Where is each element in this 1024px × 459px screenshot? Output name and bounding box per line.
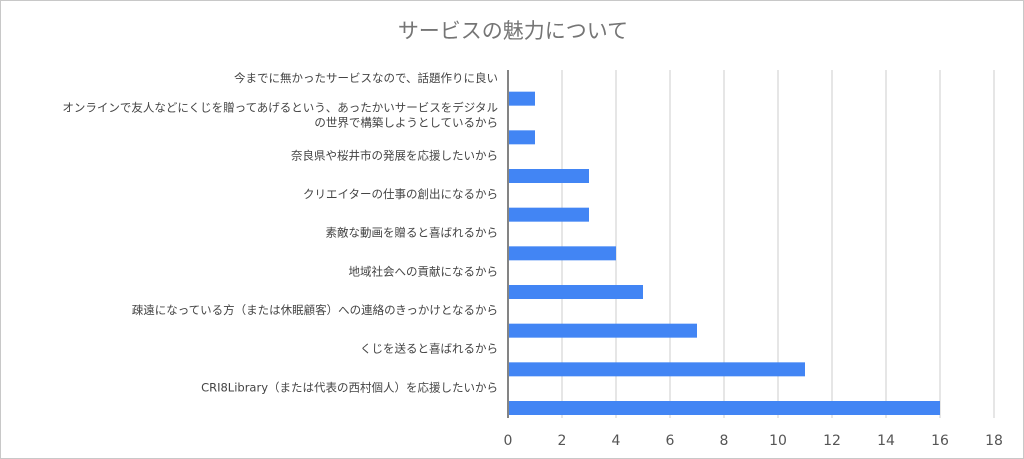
bar bbox=[509, 207, 589, 222]
x-tick-label: 8 bbox=[720, 433, 729, 449]
x-tick-label: 10 bbox=[769, 433, 787, 449]
bar bbox=[509, 246, 616, 261]
category-label: 素敵な動画を贈ると喜ばれるから bbox=[326, 226, 499, 240]
category-label: オンラインで友人などにくじを贈ってあげるという、あったかいサービスをデジタルの世… bbox=[62, 101, 498, 130]
bar bbox=[509, 91, 535, 106]
x-tick-label: 2 bbox=[558, 433, 567, 449]
category-label: 地域社会への貢献になるから bbox=[349, 264, 499, 278]
category-label: CRI8Library（または代表の西村個人）を応援したいから bbox=[201, 380, 498, 394]
x-tick-label: 0 bbox=[504, 433, 513, 449]
chart-title: サービスの魅力について bbox=[397, 19, 629, 43]
bar bbox=[509, 401, 940, 415]
bar bbox=[509, 169, 589, 183]
category-label: クリエイターの仕事の創出になるから bbox=[303, 187, 498, 201]
x-tick-label: 4 bbox=[612, 433, 621, 449]
x-tick-label: 14 bbox=[877, 433, 895, 449]
bar bbox=[509, 285, 643, 299]
category-label: くじを送ると喜ばれるから bbox=[360, 342, 498, 356]
x-tick-label: 16 bbox=[931, 433, 949, 449]
category-label: 奈良県や桜井市の発展を応援したいから bbox=[291, 148, 498, 162]
bar bbox=[509, 130, 535, 145]
bar bbox=[509, 323, 697, 338]
bar bbox=[509, 362, 805, 377]
x-tick-label: 18 bbox=[985, 433, 1003, 449]
x-tick-label: 6 bbox=[666, 433, 675, 449]
category-label: 疎遠になっている方（または休眠顧客）への連絡のきっかけとなるから bbox=[132, 303, 498, 317]
category-label: 今までに無かったサービスなので、話題作りに良い bbox=[234, 71, 498, 85]
x-tick-label: 12 bbox=[823, 433, 841, 449]
